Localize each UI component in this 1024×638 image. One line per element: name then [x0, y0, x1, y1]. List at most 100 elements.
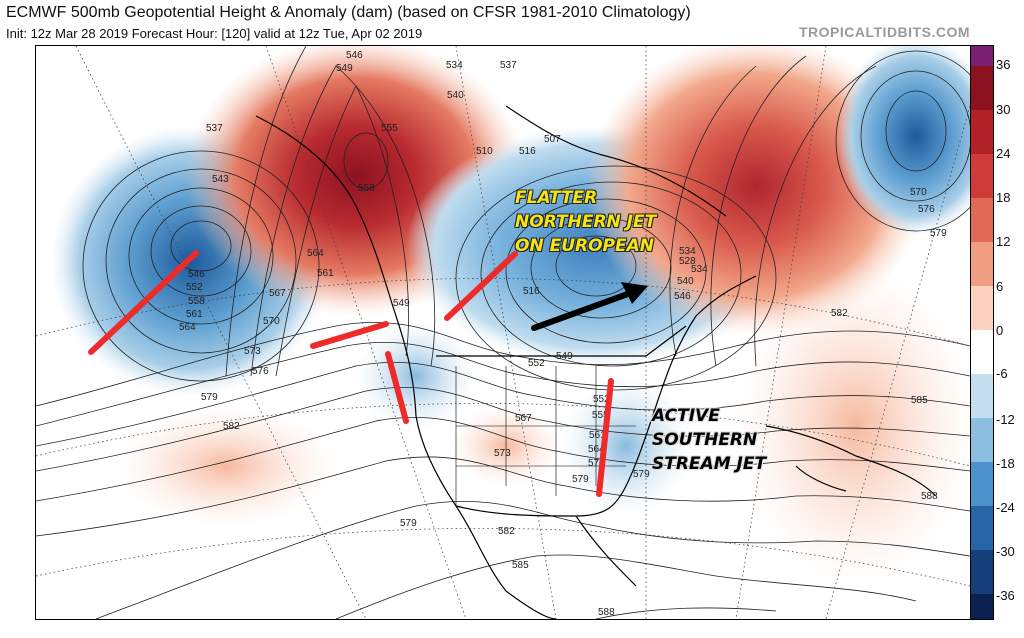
- colorbar-segment: [971, 418, 993, 462]
- colorbar-segment: [971, 110, 993, 154]
- red-marker-southern-jet: [596, 378, 614, 497]
- site-credit: TROPICALTIDBITS.COM: [798, 24, 970, 40]
- colorbar-label: -36: [996, 588, 1015, 603]
- contour-label: 546: [674, 291, 691, 302]
- contour-label: 510: [476, 146, 493, 157]
- colorbar-label: 24: [996, 146, 1011, 161]
- colorbar-label: -30: [996, 544, 1015, 559]
- contour-label: 579: [400, 518, 417, 529]
- colorbar-label: 30: [996, 102, 1011, 117]
- contour-label: 582: [223, 421, 240, 432]
- contour-label: 576: [252, 366, 269, 377]
- anomaly-warm-atlantic: [736, 266, 970, 586]
- red-marker-west-coast: [310, 321, 389, 349]
- contour-labels: 546 549 537 534 540 555 537 543 558 546 …: [179, 50, 947, 618]
- contour-label: 555: [592, 410, 609, 421]
- contour-label: 579: [930, 228, 947, 239]
- contour-label: 564: [307, 248, 324, 259]
- contour-label: 573: [494, 448, 511, 459]
- height-contours: [36, 46, 970, 619]
- annotation-line: ACTIVE: [652, 406, 720, 426]
- contour-label: 546: [346, 50, 363, 61]
- contour-label: 507: [544, 134, 561, 145]
- contour-label: 555: [381, 123, 398, 134]
- map-panel: 546 549 537 534 540 555 537 543 558 546 …: [35, 45, 971, 620]
- contour-label: 549: [556, 351, 573, 362]
- colorbar-segment: [971, 462, 993, 506]
- contour-label: 543: [212, 174, 229, 185]
- colorbar-segment: [971, 198, 993, 242]
- annotation-flatter-northern-jet: FLATTER NORTHERN JET ON EUROPEAN: [515, 186, 656, 258]
- contour-label: 537: [500, 60, 517, 71]
- colorbar-label: -18: [996, 456, 1015, 471]
- red-marker-california: [385, 351, 409, 424]
- contour-label: 558: [358, 183, 375, 194]
- anomaly-warm-pacific: [116, 406, 336, 526]
- contour-label: 582: [831, 308, 848, 319]
- contour-label: 552: [186, 282, 203, 293]
- contour-label: 576: [918, 204, 935, 215]
- colorbar-label: 18: [996, 190, 1011, 205]
- contour-label: 516: [523, 286, 540, 297]
- red-marker-pacific: [88, 250, 199, 355]
- colorbar-segment: [971, 46, 993, 66]
- state-borders: [455, 366, 636, 506]
- contour-label: 579: [572, 474, 589, 485]
- contour-label: 570: [263, 316, 280, 327]
- colorbar-label: 36: [996, 57, 1011, 72]
- contour-label: 558: [188, 296, 205, 307]
- anomaly-trough-southeast: [561, 376, 691, 516]
- contour-label: 552: [528, 358, 545, 369]
- contour-label: 579: [201, 392, 218, 403]
- contour-label: 582: [498, 526, 515, 537]
- contour-label: 585: [911, 395, 928, 406]
- contour-label: 537: [206, 123, 223, 134]
- contour-label: 516: [519, 146, 536, 157]
- annotation-line: STREAM JET: [652, 454, 767, 474]
- colorbar-label: 12: [996, 234, 1011, 249]
- colorbar-segment: [971, 154, 993, 198]
- colorbar-segment: [971, 506, 993, 550]
- contour-label: 564: [179, 322, 196, 333]
- contour-label: 588: [921, 491, 938, 502]
- map-subtitle: Init: 12z Mar 28 2019 Forecast Hour: [12…: [6, 26, 423, 41]
- annotation-line: FLATTER: [515, 188, 598, 208]
- annotation-active-southern-jet: ACTIVE SOUTHERN STREAM JET: [652, 404, 766, 476]
- colorbar-segment: [971, 374, 993, 418]
- colorbar-segment: [971, 330, 993, 374]
- colorbar-label: 6: [996, 279, 1004, 294]
- contour-label: 561: [317, 268, 334, 279]
- colorbar-label: -12: [996, 412, 1015, 427]
- lat-lon-grid: [36, 46, 970, 619]
- contour-label: 570: [588, 458, 605, 469]
- colorbar-label: -24: [996, 500, 1015, 515]
- contour-label: 564: [588, 444, 605, 455]
- contour-label: 588: [598, 607, 615, 618]
- contour-label: 561: [186, 309, 203, 320]
- contour-label: 567: [515, 413, 532, 424]
- contour-label: 546: [188, 269, 205, 280]
- colorbar-segment: [971, 66, 993, 110]
- colorbar-label: -6: [996, 366, 1008, 381]
- contour-label: 534: [446, 60, 463, 71]
- contour-label: 549: [393, 298, 410, 309]
- colorbar-segment: [971, 286, 993, 330]
- annotation-line: SOUTHERN: [652, 430, 758, 450]
- colorbar-segment: [971, 550, 993, 594]
- colorbar-label: 0: [996, 323, 1004, 338]
- contour-label: 567: [269, 288, 286, 299]
- map-title: ECMWF 500mb Geopotential Height & Anomal…: [6, 4, 691, 21]
- contour-label: 585: [512, 560, 529, 571]
- annotation-line: ON EUROPEAN: [515, 236, 655, 256]
- annotation-line: NORTHERN JET: [515, 212, 657, 232]
- contour-label: 534: [691, 264, 708, 275]
- contour-label: 540: [677, 276, 694, 287]
- contour-label: 579: [633, 469, 650, 480]
- colorbar-segment: [971, 242, 993, 286]
- black-flow-arrow: [531, 282, 648, 331]
- red-jet-markers: [88, 250, 614, 497]
- contour-label: 540: [447, 90, 464, 101]
- coastlines: [255, 105, 937, 619]
- colorbar-segment: [971, 594, 993, 619]
- map-canvas: 546 549 537 534 540 555 537 543 558 546 …: [36, 46, 970, 619]
